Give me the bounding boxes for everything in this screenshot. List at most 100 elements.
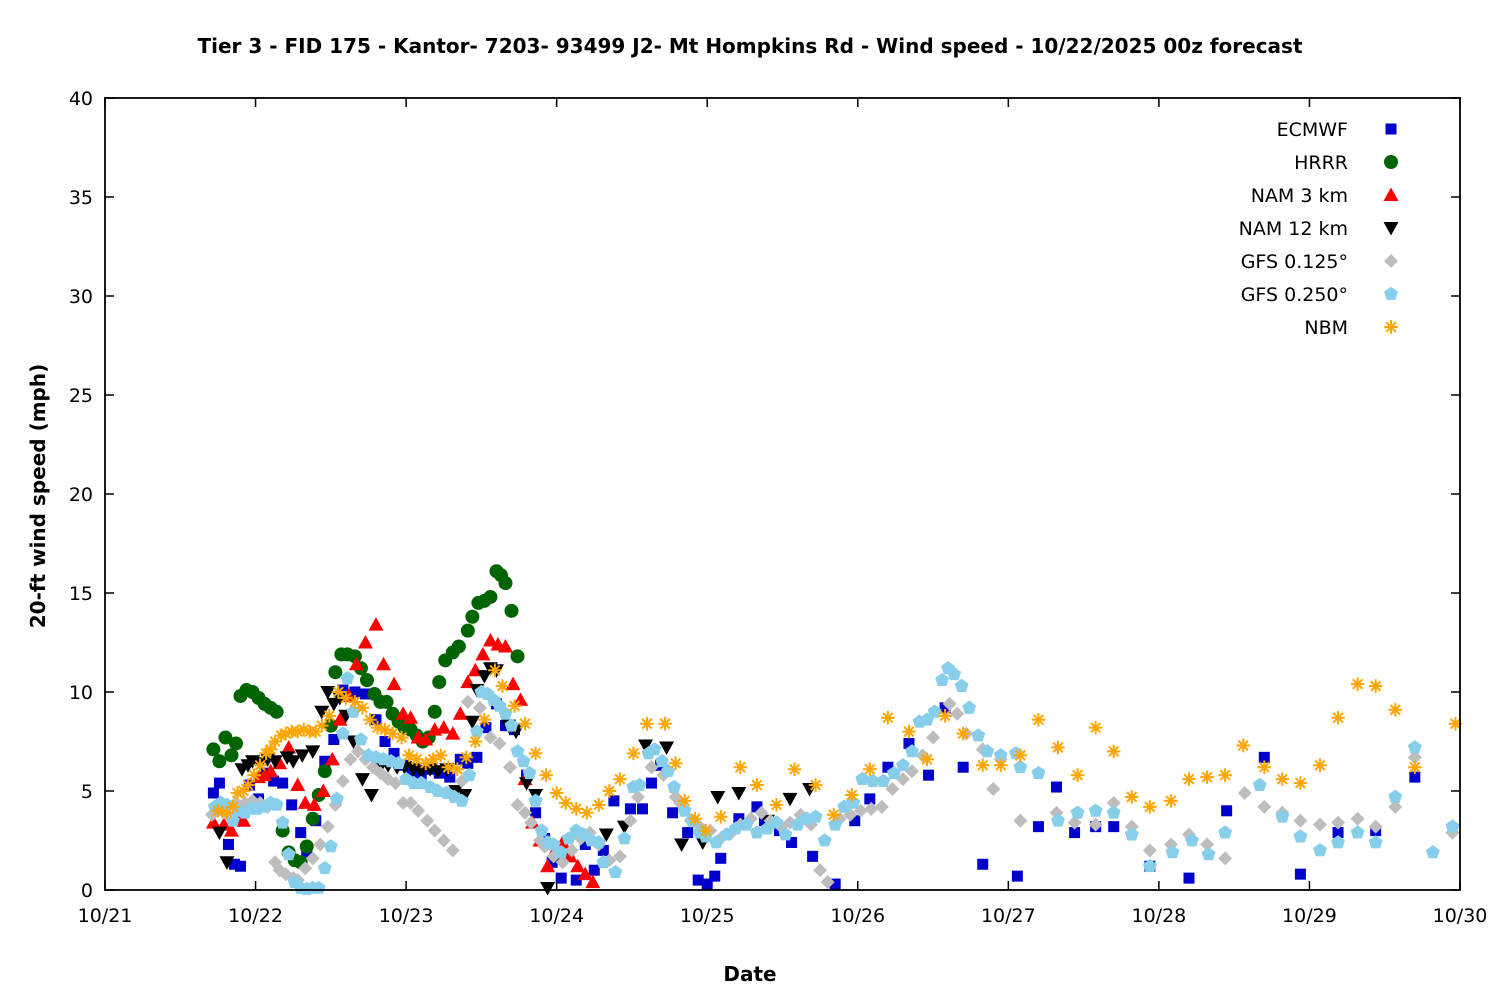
point-nbm — [881, 710, 895, 725]
point-nbm — [507, 699, 522, 713]
point-gfs-0-250- — [534, 823, 549, 837]
point-nbm — [226, 800, 240, 814]
point-nam-12-km — [279, 751, 295, 765]
point-gfs-0-250- — [1013, 759, 1028, 774]
point-hrrr — [212, 754, 227, 769]
point-nbm — [528, 746, 543, 761]
point-nam-12-km — [305, 745, 321, 759]
point-gfs-0-250- — [354, 732, 368, 746]
point-gfs-0-250- — [1185, 833, 1199, 847]
point-ecmwf — [207, 787, 219, 799]
point-ecmwf — [1108, 821, 1120, 833]
point-nam-3-km — [445, 726, 461, 740]
point-nam-12-km — [314, 705, 330, 720]
point-ecmwf — [923, 769, 935, 781]
point-ecmwf — [636, 803, 648, 815]
point-gfs-0-250- — [504, 718, 519, 732]
point-nbm — [558, 796, 573, 810]
point-ecmwf — [829, 878, 841, 890]
point-gfs-0-125- — [874, 799, 889, 814]
point-gfs-0-125- — [305, 851, 320, 866]
x-tick-label: 10/21 — [78, 905, 133, 927]
point-gfs-0-125- — [904, 764, 919, 779]
point-hrrr — [305, 811, 320, 826]
point-hrrr — [460, 623, 475, 638]
point-ecmwf — [1032, 821, 1044, 833]
point-gfs-0-250- — [632, 777, 647, 791]
point-gfs-0-250- — [554, 845, 569, 859]
point-gfs-0-250- — [828, 817, 843, 831]
point-gfs-0-250- — [947, 666, 962, 681]
point-nbm — [433, 748, 448, 763]
point-gfs-0-125- — [1388, 799, 1403, 814]
point-nam-3-km — [570, 858, 586, 873]
point-nam-12-km — [320, 686, 336, 700]
point-gfs-0-125- — [343, 752, 358, 767]
point-ecmwf — [530, 807, 542, 819]
point-nam-3-km — [290, 777, 306, 792]
point-gfs-0-250- — [546, 837, 561, 851]
point-ecmwf — [1409, 771, 1421, 783]
point-nam-3-km — [376, 656, 392, 671]
point-nbm — [1106, 744, 1121, 759]
point-nbm — [1164, 794, 1178, 808]
point-nbm — [539, 768, 553, 782]
x-tick-label: 10/25 — [680, 905, 735, 927]
point-gfs-0-250- — [323, 839, 338, 853]
point-ecmwf — [1051, 781, 1063, 793]
y-axis-label: 20-ft wind speed (mph) — [26, 363, 50, 629]
x-tick-label: 10/24 — [529, 905, 584, 927]
point-nbm — [247, 768, 261, 782]
point-gfs-0-250- — [728, 821, 743, 835]
point-gfs-0-250- — [927, 704, 942, 718]
point-gfs-0-125- — [320, 819, 335, 834]
point-nbm — [602, 784, 617, 798]
legend-label-nbm: NBM — [1304, 317, 1348, 339]
point-nam-3-km — [540, 858, 556, 873]
point-gfs-0-250- — [528, 793, 543, 807]
point-nbm — [808, 778, 823, 792]
point-ecmwf — [228, 858, 240, 870]
point-nbm — [863, 762, 877, 777]
point-nbm — [441, 760, 456, 775]
chart-title: Tier 3 - FID 175 - Kantor- 7203- 93499 J… — [197, 34, 1303, 58]
legend-marker-icon-nam-3-km — [1383, 187, 1399, 201]
point-nam-3-km — [315, 783, 331, 797]
point-ecmwf — [444, 771, 456, 783]
point-gfs-0-250- — [1124, 827, 1139, 841]
point-nbm — [253, 758, 267, 773]
point-gfs-0-250- — [971, 728, 986, 742]
point-gfs-0-250- — [980, 744, 995, 758]
point-hrrr — [224, 748, 239, 763]
point-nam-12-km — [598, 828, 614, 843]
point-gfs-0-250- — [808, 809, 823, 823]
point-gfs-0-125- — [472, 700, 487, 715]
point-gfs-0-250- — [769, 815, 784, 829]
point-nbm — [331, 685, 346, 699]
point-nbm — [626, 746, 641, 761]
point-nam-3-km — [395, 706, 411, 720]
point-gfs-0-250- — [865, 773, 880, 788]
point-gfs-0-250- — [510, 744, 525, 758]
x-tick-label: 10/22 — [228, 905, 283, 927]
y-tick-label: 0 — [81, 880, 93, 902]
point-gfs-0-125- — [820, 875, 835, 890]
point-ecmwf — [646, 777, 658, 789]
point-ecmwf — [682, 827, 694, 839]
legend-marker-icon-ecmwf — [1385, 123, 1397, 135]
point-gfs-0-125- — [388, 776, 403, 791]
point-gfs-0-250- — [855, 771, 870, 786]
point-gfs-0-250- — [462, 767, 477, 782]
point-nbm — [1275, 772, 1290, 786]
point-gfs-0-250- — [469, 724, 484, 738]
point-ecmwf — [733, 813, 745, 825]
point-gfs-0-125- — [411, 803, 426, 818]
point-nbm — [495, 679, 510, 693]
point-nbm — [956, 726, 970, 741]
point-ecmwf — [337, 684, 349, 696]
y-tick-label: 30 — [69, 286, 93, 308]
point-ecmwf — [579, 838, 591, 850]
point-nam-3-km — [368, 617, 384, 631]
point-gfs-0-250- — [896, 757, 910, 772]
point-gfs-0-250- — [1313, 843, 1327, 857]
